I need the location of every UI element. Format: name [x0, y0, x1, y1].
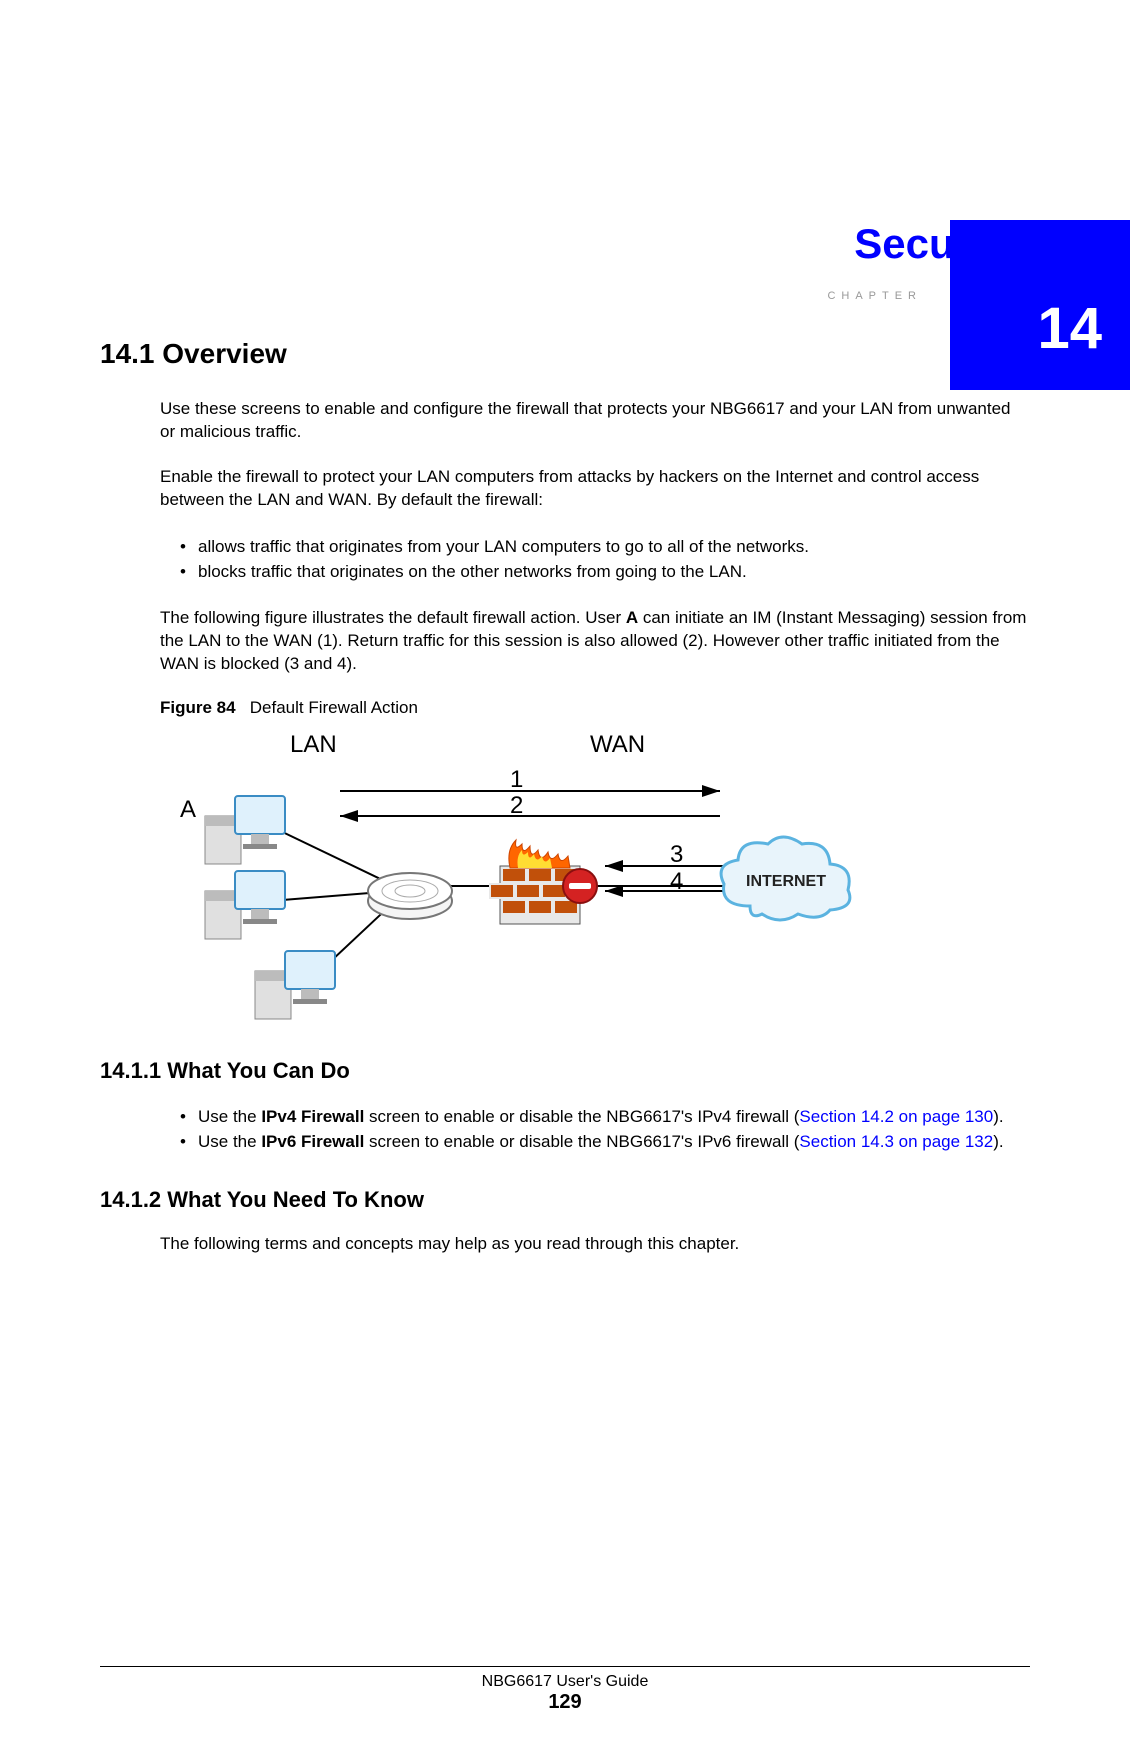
section-14-1-2-heading: 14.1.2 What You Need To Know	[100, 1187, 1030, 1213]
diagram-svg: INTERNET	[160, 726, 880, 1026]
document-page: CHAPTER 14 Security 14.1 Overview Use th…	[0, 220, 1130, 1754]
internet-cloud-icon: INTERNET	[721, 837, 850, 920]
paragraph-overview-2: Enable the firewall to protect your LAN …	[160, 466, 1030, 512]
bullet-block: blocks traffic that originates on the ot…	[180, 559, 1030, 585]
li2-mid: screen to enable or disable the NBG6617'…	[364, 1132, 799, 1151]
pc-icon	[205, 871, 285, 939]
li2-pre: Use the	[198, 1132, 261, 1151]
li2-post: ).	[993, 1132, 1003, 1151]
li1-pre: Use the	[198, 1107, 261, 1126]
figure-number: Figure 84	[160, 698, 236, 717]
firewall-icon	[490, 840, 597, 924]
li1-mid: screen to enable or disable the NBG6617'…	[364, 1107, 799, 1126]
p3-bold-user: A	[626, 608, 638, 627]
link-section-14-3[interactable]: Section 14.3 on page 132	[799, 1132, 993, 1151]
paragraph-need-to-know: The following terms and concepts may hel…	[160, 1233, 1030, 1256]
figure-title: Default Firewall Action	[250, 698, 418, 717]
what-you-can-do-list: Use the IPv4 Firewall screen to enable o…	[180, 1104, 1030, 1155]
li2-bold: IPv6 Firewall	[261, 1132, 364, 1151]
paragraph-overview-1: Use these screens to enable and configur…	[160, 398, 1030, 444]
pc-icon	[255, 951, 335, 1019]
chapter-number-tab: 14	[950, 220, 1130, 390]
list-item-ipv6: Use the IPv6 Firewall screen to enable o…	[180, 1129, 1030, 1155]
section-14-1-heading: 14.1 Overview	[100, 338, 1030, 370]
list-item-ipv4: Use the IPv4 Firewall screen to enable o…	[180, 1104, 1030, 1130]
figure-84-caption: Figure 84 Default Firewall Action	[160, 698, 1030, 718]
li1-bold: IPv4 Firewall	[261, 1107, 364, 1126]
link-section-14-2[interactable]: Section 14.2 on page 130	[799, 1107, 993, 1126]
chapter-keyword: CHAPTER	[827, 290, 922, 302]
section-14-1-1-heading: 14.1.1 What You Can Do	[100, 1058, 1030, 1084]
pc-icon	[205, 796, 285, 864]
footer-page-number: 129	[100, 1691, 1030, 1714]
default-firewall-bullets: allows traffic that originates from your…	[180, 534, 1030, 585]
footer-guide-name: NBG6617 User's Guide	[100, 1673, 1030, 1691]
internet-label: INTERNET	[746, 873, 826, 890]
firewall-diagram: LAN WAN A 1 2 3 4	[160, 726, 880, 1026]
router-icon	[368, 873, 452, 919]
chapter-number: 14	[1037, 295, 1102, 362]
paragraph-overview-3: The following figure illustrates the def…	[160, 607, 1030, 676]
page-footer: NBG6617 User's Guide 129	[100, 1666, 1030, 1714]
li1-post: ).	[993, 1107, 1003, 1126]
p3-pre: The following figure illustrates the def…	[160, 608, 626, 627]
bullet-allow: allows traffic that originates from your…	[180, 534, 1030, 560]
chapter-title: Security	[100, 220, 1030, 268]
